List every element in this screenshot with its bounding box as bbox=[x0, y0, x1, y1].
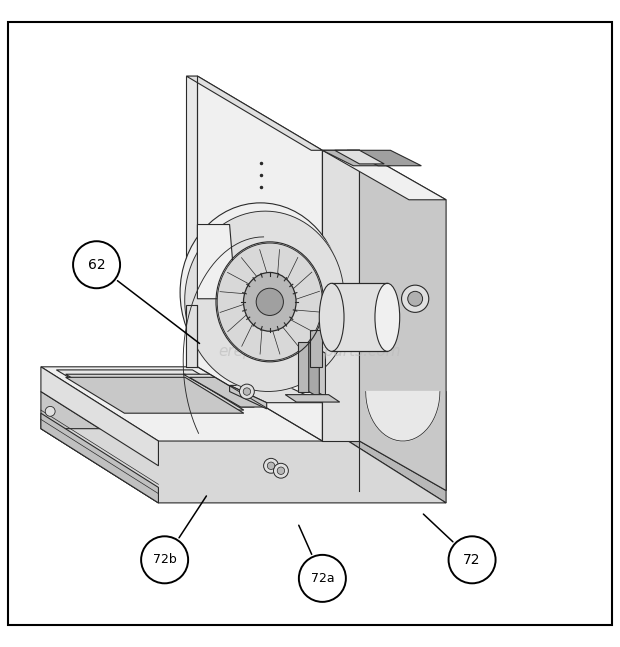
Polygon shape bbox=[41, 429, 446, 503]
Text: 62: 62 bbox=[88, 258, 105, 272]
Polygon shape bbox=[322, 150, 446, 200]
Text: 72: 72 bbox=[463, 553, 481, 567]
Ellipse shape bbox=[244, 272, 296, 331]
Polygon shape bbox=[329, 367, 446, 466]
Polygon shape bbox=[310, 330, 322, 367]
Circle shape bbox=[239, 384, 254, 399]
Polygon shape bbox=[298, 342, 309, 391]
Polygon shape bbox=[66, 377, 244, 413]
Polygon shape bbox=[322, 150, 391, 166]
Polygon shape bbox=[229, 386, 267, 409]
Circle shape bbox=[408, 291, 423, 306]
Ellipse shape bbox=[375, 283, 400, 351]
Polygon shape bbox=[329, 391, 446, 503]
Polygon shape bbox=[322, 150, 360, 441]
Circle shape bbox=[299, 555, 346, 602]
Polygon shape bbox=[66, 374, 244, 410]
Polygon shape bbox=[309, 342, 319, 398]
Polygon shape bbox=[366, 391, 440, 441]
Circle shape bbox=[45, 406, 55, 416]
Polygon shape bbox=[285, 395, 340, 402]
Ellipse shape bbox=[250, 280, 290, 324]
Polygon shape bbox=[347, 150, 422, 166]
Circle shape bbox=[141, 536, 188, 584]
Polygon shape bbox=[41, 367, 446, 441]
Polygon shape bbox=[183, 374, 347, 404]
Polygon shape bbox=[56, 370, 254, 407]
Circle shape bbox=[448, 536, 495, 584]
Circle shape bbox=[256, 289, 283, 316]
Polygon shape bbox=[41, 391, 446, 466]
Polygon shape bbox=[186, 305, 197, 367]
Circle shape bbox=[402, 285, 429, 313]
Polygon shape bbox=[41, 367, 159, 466]
Circle shape bbox=[243, 388, 250, 395]
Text: 72b: 72b bbox=[153, 553, 177, 566]
Polygon shape bbox=[186, 76, 322, 150]
Polygon shape bbox=[316, 348, 326, 397]
Polygon shape bbox=[360, 342, 446, 490]
Circle shape bbox=[73, 241, 120, 289]
Polygon shape bbox=[186, 76, 197, 367]
Ellipse shape bbox=[217, 243, 322, 360]
Polygon shape bbox=[41, 391, 159, 503]
Polygon shape bbox=[332, 283, 388, 351]
Circle shape bbox=[267, 462, 275, 470]
Ellipse shape bbox=[180, 203, 341, 382]
Text: ereplacementparts.com: ereplacementparts.com bbox=[219, 344, 401, 359]
Polygon shape bbox=[189, 377, 352, 407]
Polygon shape bbox=[197, 76, 322, 441]
Text: 72a: 72a bbox=[311, 572, 334, 585]
Polygon shape bbox=[360, 150, 446, 490]
Ellipse shape bbox=[319, 283, 344, 351]
Circle shape bbox=[273, 463, 288, 478]
Circle shape bbox=[264, 458, 278, 473]
Polygon shape bbox=[197, 225, 236, 299]
Polygon shape bbox=[185, 211, 353, 391]
Polygon shape bbox=[335, 150, 384, 164]
Polygon shape bbox=[41, 413, 159, 503]
Circle shape bbox=[277, 467, 285, 474]
Polygon shape bbox=[229, 386, 322, 402]
